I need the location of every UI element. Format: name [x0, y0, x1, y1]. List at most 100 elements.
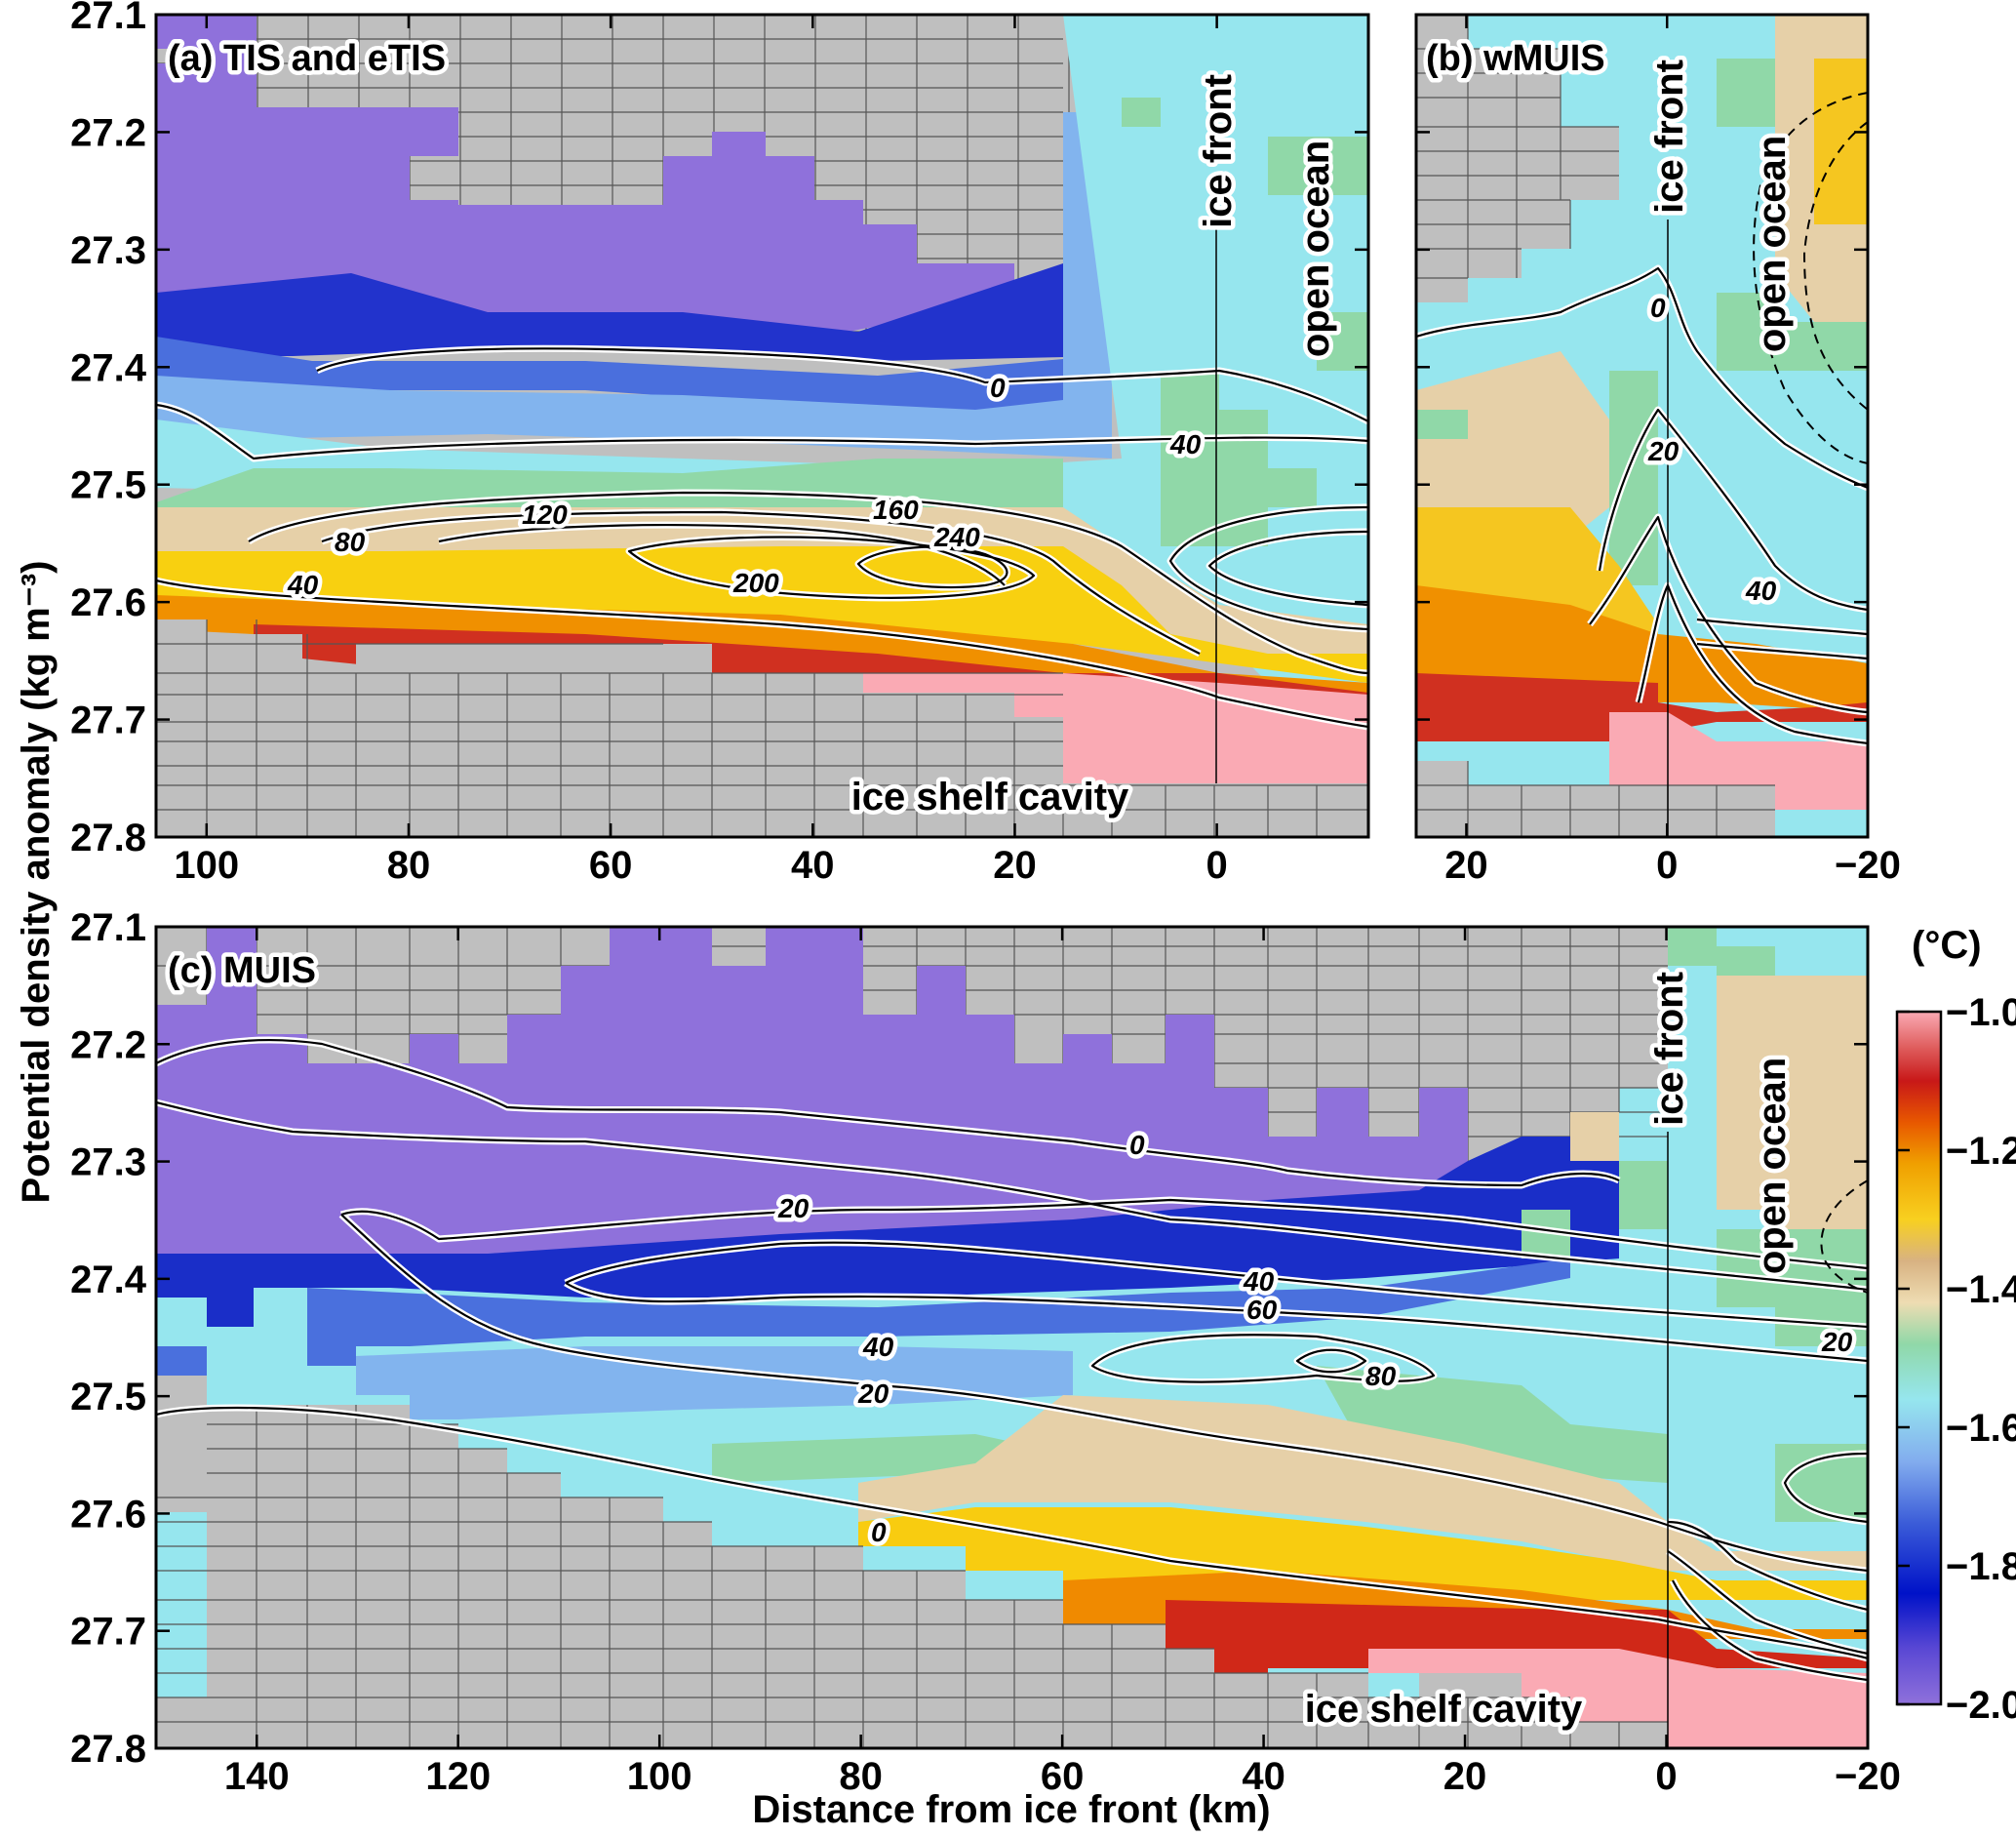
panel-a-contour-label: 160	[873, 495, 919, 525]
y-tick-label: 27.7	[70, 699, 146, 742]
panel-a-purple-region	[156, 15, 1063, 337]
x-tick-label: 0	[1656, 844, 1678, 887]
colorbar-tick-label: −1.6	[1946, 1407, 2016, 1450]
panel-b-gray-grid	[1416, 15, 1619, 279]
panel-c-yellow-region	[858, 1507, 1868, 1600]
panel-c-contour-label: 60	[1246, 1295, 1278, 1325]
x-tick-label: 40	[1242, 1755, 1285, 1798]
panel-a-heatmap	[156, 15, 1368, 837]
panel-a-open-ocean-label: open ocean	[1294, 140, 1337, 357]
panel-a-ice-front-label: ice front	[1197, 74, 1240, 228]
panel-c-contour-label: 0	[871, 1517, 887, 1547]
colorbar-tick-label: −1.8	[1946, 1545, 2016, 1588]
panel-c-contour-label: 20	[1821, 1327, 1853, 1357]
panel-b-heatmap	[1416, 15, 1868, 837]
panel-a-contour-label: 200	[732, 568, 779, 598]
x-tick-label: −20	[1835, 1755, 1901, 1798]
panel-c-contour-label: 40	[862, 1332, 894, 1362]
x-tick-label: 60	[1041, 1755, 1085, 1798]
panel-b-frame	[1414, 13, 1870, 839]
panel-c-gray-bottom	[156, 1376, 1668, 1748]
panel-c-ice-front-label: ice front	[1648, 972, 1691, 1126]
x-tick-label: 140	[224, 1755, 290, 1798]
panel-b-contour-label: 40	[1745, 576, 1777, 606]
y-tick-label: 27.4	[70, 1258, 147, 1301]
panel-b: 0 20 40 (b) wMUIS ice front open ocean 2…	[1414, 13, 1901, 887]
x-tick-label: −20	[1835, 844, 1901, 887]
panel-a-midblue-region	[156, 337, 1063, 410]
panel-a-green-region	[156, 98, 1368, 546]
x-tick-label: 60	[589, 844, 633, 887]
panel-c-midblue-region	[156, 1258, 1570, 1376]
y-tick-label: 27.2	[70, 1023, 146, 1066]
y-tick-label: 27.5	[70, 464, 146, 507]
colorbar-gradient	[1895, 1010, 1943, 1706]
panel-c-y-ticks: 27.1 27.2 27.3 27.4 27.5 27.6 27.7 27.8	[70, 906, 1868, 1771]
panel-c-red-region	[1166, 1600, 1868, 1673]
panel-c-x-ticks: 140 120 100 80 60 40 20 0 −20	[224, 927, 1901, 1798]
panel-c-contour-label: 40	[1243, 1266, 1275, 1297]
y-tick-label: 27.6	[70, 581, 146, 624]
panel-b-gray-top	[1416, 15, 1619, 302]
x-tick-label: 20	[1443, 1755, 1487, 1798]
panel-b-x-ticks: 20 0 −20	[1444, 15, 1901, 887]
x-tick-label: 80	[387, 844, 431, 887]
panel-c-contour-label: 20	[777, 1193, 810, 1223]
panel-c-gray-bottom-grid	[156, 1405, 1668, 1748]
panel-c-purple-region	[156, 927, 1468, 1254]
y-tick-label: 27.8	[70, 817, 146, 859]
panel-b-contour-label: 20	[1647, 436, 1680, 466]
x-tick-label: 80	[839, 1755, 883, 1798]
panel-c-frame	[154, 925, 1870, 1750]
panel-b-contour-labels: 0 20 40	[1643, 289, 1782, 611]
panel-b-y-ticks	[1416, 13, 1868, 839]
x-tick-label: 0	[1206, 844, 1228, 887]
panel-a-x-ticks: 100 80 60 40 20 0	[174, 15, 1228, 887]
panel-c-heatmap	[156, 927, 1868, 1748]
x-axis-title: Distance from ice front (km)	[752, 1788, 1270, 1831]
panel-c-pink-region	[1368, 1649, 1868, 1748]
panel-a-y-ticks: 27.1 27.2 27.3 27.4 27.5 27.6 27.7 27.8	[70, 0, 1368, 859]
panel-a-contour-labels: 0 40 80 120 160 200 240 40	[283, 369, 1206, 605]
panel-b-contours	[1416, 92, 1868, 747]
panel-b-title: (b) wMUIS	[1426, 38, 1605, 79]
panel-b-yellow-region	[1416, 59, 1868, 673]
panel-c-lightblue-region	[356, 1112, 1619, 1419]
x-tick-label: 100	[627, 1755, 692, 1798]
panel-b-open-ocean-label: open ocean	[1751, 136, 1794, 352]
x-tick-label: 100	[174, 844, 239, 887]
y-tick-label: 27.2	[70, 111, 146, 154]
panel-a-blue-region	[156, 263, 1112, 361]
panel-a-contours	[156, 344, 1368, 731]
panel-a-gray-bottom	[156, 619, 1368, 837]
panel-b-red-region	[1416, 673, 1868, 741]
x-tick-label: 0	[1655, 1755, 1677, 1798]
y-tick-label: 27.7	[70, 1611, 146, 1654]
panel-c-green-region	[712, 927, 1868, 1522]
panel-a-lightblue-region	[156, 112, 1112, 459]
panel-a: 0 40 80 120 160 200 240 40 (a) TIS and e…	[70, 0, 1370, 887]
panel-c-contour-label: 20	[857, 1378, 889, 1409]
panel-c-contour-label: 80	[1365, 1361, 1397, 1391]
panel-b-tan-region	[1416, 15, 1868, 546]
y-tick-label: 27.3	[70, 229, 146, 272]
y-tick-label: 27.8	[70, 1728, 146, 1771]
colorbar-tick-label: −1.4	[1946, 1268, 2016, 1311]
panel-c-gray-top	[156, 927, 1668, 1161]
panel-c-open-ocean-label: open ocean	[1751, 1058, 1794, 1274]
y-tick-label: 27.4	[70, 346, 147, 389]
colorbar-ticks: −1.0 −1.2 −1.4 −1.6 −1.8 −2.0	[1897, 991, 2016, 1727]
colorbar: (°C) −1.0 −1.2 −1.4 −1.6 −1.8 −2.0	[1895, 924, 2016, 1727]
panel-a-contour-label: 40	[1169, 429, 1202, 459]
panel-c-title: (c) MUIS	[168, 950, 316, 991]
x-tick-label: 20	[1444, 844, 1488, 887]
y-tick-label: 27.1	[70, 0, 146, 37]
panel-c-contours	[156, 1036, 1868, 1684]
panel-a-contour-label: 80	[335, 527, 366, 557]
panel-a-contour-label: 0	[990, 373, 1006, 403]
panel-b-green-region	[1416, 59, 1868, 585]
panel-a-contour-label: 240	[933, 522, 980, 552]
y-tick-label: 27.5	[70, 1376, 146, 1418]
colorbar-tick-label: −1.2	[1946, 1130, 2016, 1173]
panel-c: 0 20 40 60 80 40 20 20 0 (c) MUIS ice fr…	[70, 906, 1901, 1798]
